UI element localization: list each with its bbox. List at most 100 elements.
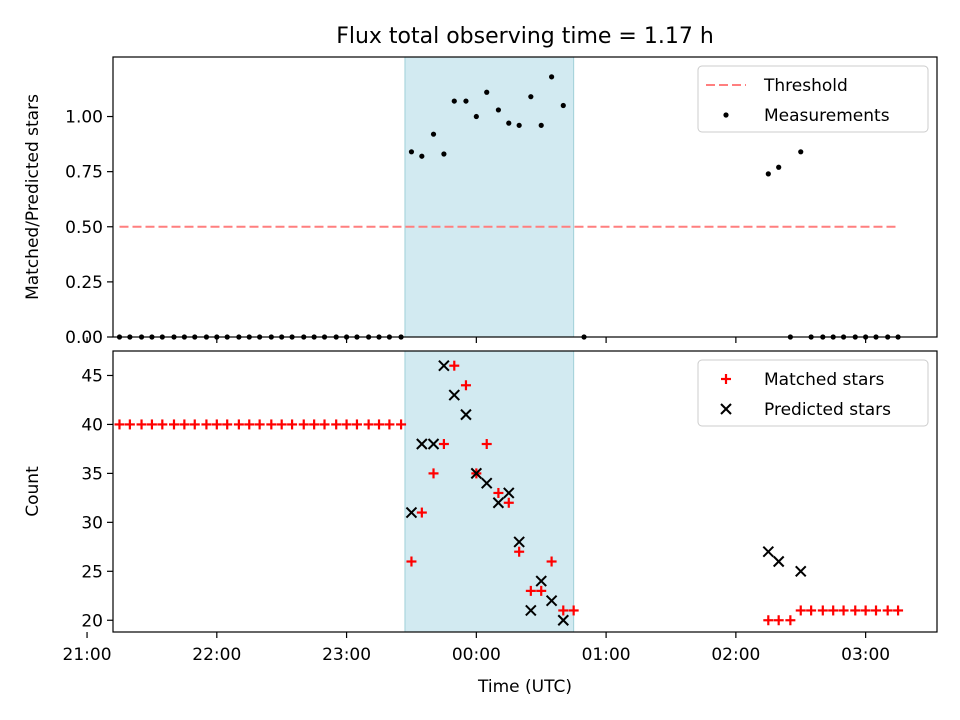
highlight-span (404, 56, 575, 338)
legend-box (697, 65, 929, 133)
matched-marker (287, 419, 298, 430)
predicted-marker (416, 438, 428, 450)
x-tick-label: 22:00 (192, 645, 241, 665)
measurement-point (473, 113, 479, 120)
measurement-point (463, 98, 469, 104)
y-tick-label: 0.75 (65, 163, 103, 183)
axes-frame (112, 350, 938, 633)
x-tick-label: 02:00 (711, 645, 760, 665)
matched-marker (309, 419, 320, 430)
y-tick-label: 45 (81, 366, 103, 386)
matched-marker (179, 419, 190, 430)
matched-marker (460, 380, 471, 391)
measurement-point (495, 107, 501, 113)
predicted-marker (438, 359, 450, 372)
matched-marker (157, 419, 168, 430)
matched-marker (136, 419, 147, 430)
matched-marker (396, 419, 407, 430)
ratio-panel: 0.00 0.25 0.50 0.75 1.00 Matched/Predicted st… (23, 56, 938, 348)
predicted-marker (557, 614, 569, 626)
matched-marker (525, 585, 536, 596)
matched-marker (146, 419, 157, 430)
matched-marker (871, 605, 882, 616)
matched-marker (817, 605, 828, 616)
legend-measurement-handle (723, 112, 729, 118)
matched-marker (795, 605, 806, 616)
matched-marker (850, 605, 861, 616)
y-tick-label: 20 (81, 611, 103, 631)
predicted-marker (772, 555, 785, 568)
count-panel: 20 25 30 35 40 45 21:00 22:00 23:00 00:00 01:00 02:… (23, 350, 938, 697)
matched-marker (558, 605, 569, 616)
matched-marker (189, 419, 200, 430)
chart-title: Flux total observing time = 1.17 h (336, 24, 714, 49)
measurement-point (538, 122, 544, 128)
matched-marker (481, 439, 492, 450)
matched-marker (114, 419, 125, 430)
predicted-marker (525, 604, 537, 617)
measurement-point (441, 151, 447, 157)
matched-marker (860, 605, 871, 616)
measurement-point (516, 122, 522, 128)
matched-marker (773, 615, 784, 626)
measurement-point (419, 153, 425, 159)
x-axis-label: Time (UTC) (477, 677, 572, 697)
measurement-point (484, 89, 490, 95)
y-tick-label: 30 (81, 513, 103, 533)
matched-marker (546, 556, 557, 567)
predicted-marker (762, 546, 775, 558)
predicted-marker (492, 497, 505, 509)
measurement-point (776, 164, 782, 170)
y-tick-label: 40 (81, 415, 103, 435)
matched-marker (493, 487, 504, 498)
matched-marker (201, 419, 212, 430)
y-tick-label: 25 (81, 562, 103, 582)
matched-marker (341, 419, 352, 430)
matched-marker (244, 419, 255, 430)
y-axis-label: Count (23, 466, 43, 517)
matched-marker (254, 419, 265, 430)
matched-marker (449, 360, 460, 371)
legend-matched-handle (721, 374, 731, 384)
predicted-marker (470, 467, 483, 480)
y-axis-label: Matched/Predicted stars (23, 94, 43, 300)
matched-marker (882, 605, 893, 616)
x-tick-label: 00:00 (452, 645, 501, 665)
matched-marker (806, 605, 817, 616)
predicted-marker (427, 438, 440, 450)
matched-marker (233, 419, 244, 430)
axes-frame (112, 56, 938, 338)
y-tick-label: 0.00 (65, 328, 103, 348)
matched-marker (384, 419, 395, 430)
matched-marker (568, 605, 579, 616)
predicted-marker (405, 506, 418, 519)
measurement-point (560, 102, 566, 109)
legend-label: Measurements (764, 106, 890, 126)
matched-marker (363, 419, 374, 430)
matched-marker (785, 615, 796, 626)
legend-label: Predicted stars (764, 400, 891, 420)
predicted-marker (545, 594, 558, 607)
matched-marker (828, 605, 839, 616)
x-tick-label: 03:00 (841, 645, 890, 665)
predicted-marker (503, 487, 515, 499)
measurement-point (549, 74, 555, 80)
matched-marker (838, 605, 849, 616)
matched-marker (438, 439, 449, 450)
y-tick-label: 1.00 (65, 108, 103, 128)
measurement-point (528, 94, 534, 100)
matched-marker (266, 419, 277, 430)
predicted-marker (513, 536, 525, 548)
matched-marker (503, 497, 514, 508)
y-tick-label: 35 (81, 464, 103, 484)
matched-marker (222, 419, 233, 430)
x-tick-label: 21:00 (63, 645, 112, 665)
matched-marker (319, 419, 330, 430)
matched-marker (428, 468, 439, 479)
measurement-point (430, 131, 437, 137)
legend-predicted-handle (720, 403, 732, 415)
matched-marker (514, 546, 525, 557)
matched-marker (331, 419, 342, 430)
y-tick-label: 0.25 (65, 273, 103, 293)
